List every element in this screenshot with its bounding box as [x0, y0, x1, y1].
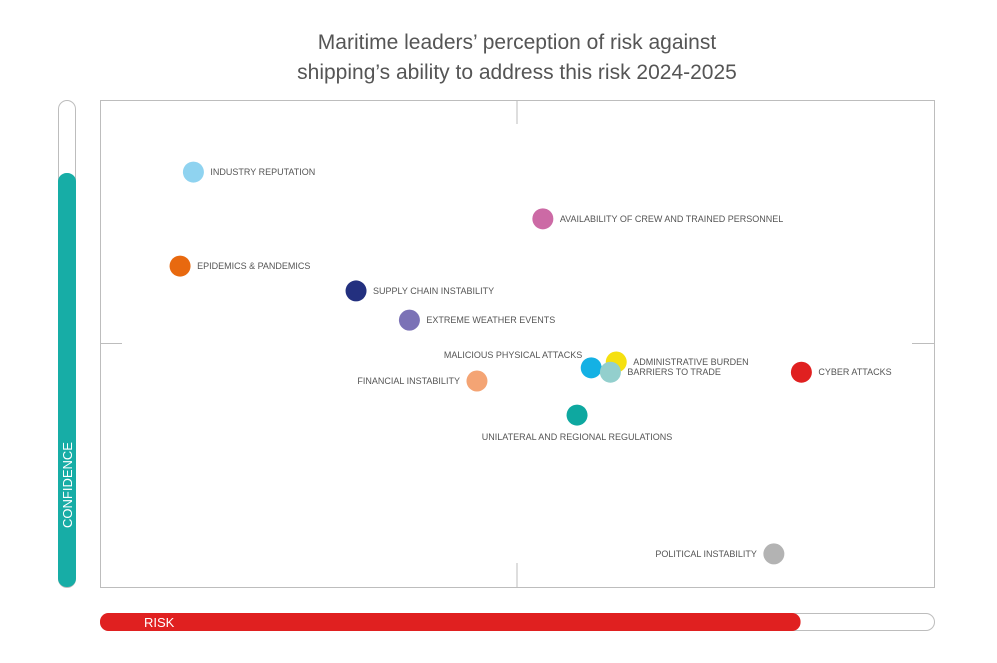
data-point-label: FINANCIAL INSTABILITY [357, 376, 460, 386]
data-point-label: UNILATERAL AND REGIONAL REGULATIONS [482, 432, 673, 442]
risk-bar-fill [100, 613, 801, 631]
chart-title-line-1: Maritime leaders’ perception of risk aga… [317, 31, 717, 54]
data-point-label: EPIDEMICS & PANDEMICS [197, 261, 310, 271]
data-point-label: CYBER ATTACKS [818, 367, 891, 377]
data-point [398, 309, 420, 331]
confidence-axis-bar: CONFIDENCE [58, 100, 76, 588]
confidence-bar-fill [58, 173, 76, 588]
data-point [345, 280, 367, 302]
data-point [182, 161, 204, 183]
data-point [532, 208, 554, 230]
chart-title: Maritime leaders’ perception of risk aga… [200, 28, 834, 88]
data-point-label: BARRIERS TO TRADE [627, 367, 721, 377]
data-points: INDUSTRY REPUTATION AVAILABILITY OF CREW … [169, 161, 892, 565]
y-axis-label: CONFIDENCE [60, 442, 75, 528]
data-point-label: POLITICAL INSTABILITY [655, 549, 757, 559]
chart-title-line-2: shipping’s ability to address this risk … [297, 61, 737, 84]
data-point [566, 404, 588, 426]
data-point-label: INDUSTRY REPUTATION [210, 167, 315, 177]
data-point [169, 255, 191, 277]
data-point-label: ADMINISTRATIVE BURDEN [633, 357, 748, 367]
data-point [580, 357, 602, 379]
risk-axis-bar: RISK [100, 613, 935, 631]
data-point-label: SUPPLY CHAIN INSTABILITY [373, 286, 494, 296]
data-point [466, 370, 488, 392]
data-point [763, 543, 785, 565]
x-axis-label: RISK [144, 615, 175, 630]
data-point [599, 361, 621, 383]
data-point [790, 361, 812, 383]
data-point-label: EXTREME WEATHER EVENTS [426, 315, 555, 325]
data-point-label: MALICIOUS PHYSICAL ATTACKS [444, 350, 582, 360]
data-point-label: AVAILABILITY OF CREW AND TRAINED PERSONN… [560, 214, 783, 224]
